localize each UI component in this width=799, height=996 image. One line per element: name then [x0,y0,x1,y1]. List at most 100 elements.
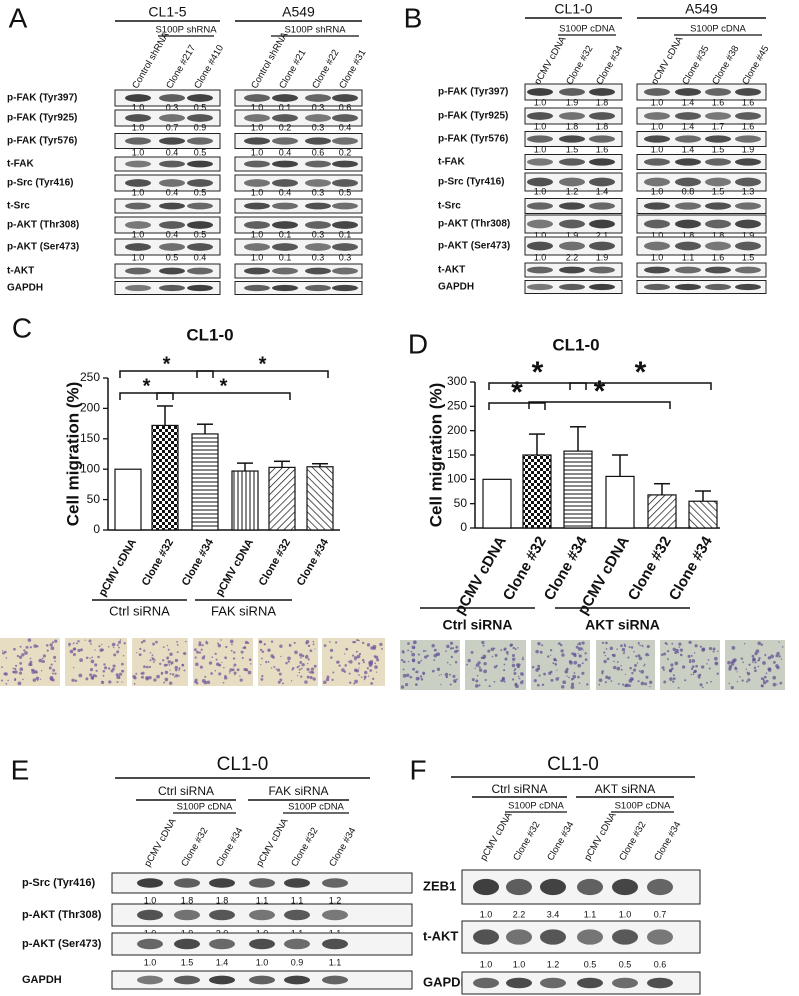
cell-dot [752,658,756,662]
cell-dot [33,670,38,674]
cell-dot [121,681,123,683]
cell-dot [688,660,692,664]
blot-title: CL1-0 [547,754,599,775]
cell-dot [483,661,487,666]
band [272,284,298,292]
cell-dot [488,685,491,688]
chart-title: CL1-0 [186,325,233,344]
cell-dot [349,681,352,684]
row-label: t-AKT [423,928,458,943]
cell-dot [140,641,144,644]
cell-dot [366,667,369,670]
cell-dot [511,678,515,681]
cell-dot [412,667,416,671]
cell-dot [682,665,686,669]
cell-dot [629,666,632,670]
cell-dot [149,659,152,662]
cell-dot [153,661,155,663]
cell-dot [1,666,3,669]
cell-dot [298,653,303,657]
cell-dot [160,673,163,676]
cell-dot [79,658,84,662]
cell-dot [307,663,309,665]
micrograph [531,640,590,690]
cell-dot [45,644,49,647]
cell-dot [223,676,228,680]
cell-dot [224,656,227,660]
lane-label: Clone #38 [710,44,741,87]
cell-dot [156,674,160,679]
cell-dot [628,679,633,683]
band [272,179,298,187]
band [540,977,566,989]
cell-dot [674,661,679,666]
cell-dot [621,647,626,652]
band [174,975,200,985]
quant-label: 0.5 [194,102,207,112]
cell-dot [270,667,273,669]
band [332,202,358,210]
cell-dot [400,685,405,689]
cell-dot [352,640,355,644]
cell-dot [354,659,356,661]
cell-dot [300,667,303,670]
band [559,158,585,166]
cell-dot [54,660,56,663]
cell-dot [445,676,448,679]
band [675,158,701,166]
cell-dot [578,642,582,645]
cell-dot [24,651,28,655]
band [159,221,185,229]
quant-label: 1.2 [329,895,342,905]
cell-dot [326,675,330,679]
cell-dot [692,673,695,675]
cell-dot [115,673,119,677]
cell-dot [765,672,768,675]
band [305,267,331,275]
cell-dot [431,669,435,673]
cell-dot [69,649,74,654]
significance-bracket [528,401,671,409]
quant-label: 3.4 [547,909,560,919]
cell-dot [690,673,693,676]
quant-label: 1.0 [480,959,493,969]
band [644,135,670,143]
cell-dot [308,671,311,673]
cell-dot [664,641,667,645]
band [675,266,701,274]
cell-dot [751,654,755,658]
band [735,177,761,187]
quant-label: 0.9 [291,957,304,967]
quant-label: 0.3 [312,122,325,132]
quant-label: 1.0 [132,147,145,157]
cell-dot [374,665,378,669]
cell-dot [379,642,383,647]
band [305,284,331,292]
lane-label: Clone #34 [327,826,358,869]
cell-dot [671,642,674,645]
cell-dot [761,685,764,688]
lane-label: Clone #32 [289,826,320,869]
cell-dot [712,650,715,653]
band [332,179,358,187]
cell-dot [94,649,96,651]
cell-dot [715,662,718,665]
cell-dot [122,655,125,657]
x-tick-label: pCMV cDNA [451,533,510,617]
cell-dot [694,644,698,648]
cell-dot [343,653,346,655]
quant-label: 1.0 [132,122,145,132]
cell-dot [581,671,585,675]
band [272,221,298,229]
cell-dot [475,663,480,667]
cell-dot [483,669,488,674]
cell-dot [52,668,56,672]
y-tick-label: 200 [447,423,467,437]
band [473,878,499,896]
cell-dot [145,677,149,681]
band [644,219,670,229]
cell-dot [275,668,278,670]
cell-dot [307,658,310,661]
quant-label: 1.8 [712,230,725,240]
cell-dot [41,657,44,660]
